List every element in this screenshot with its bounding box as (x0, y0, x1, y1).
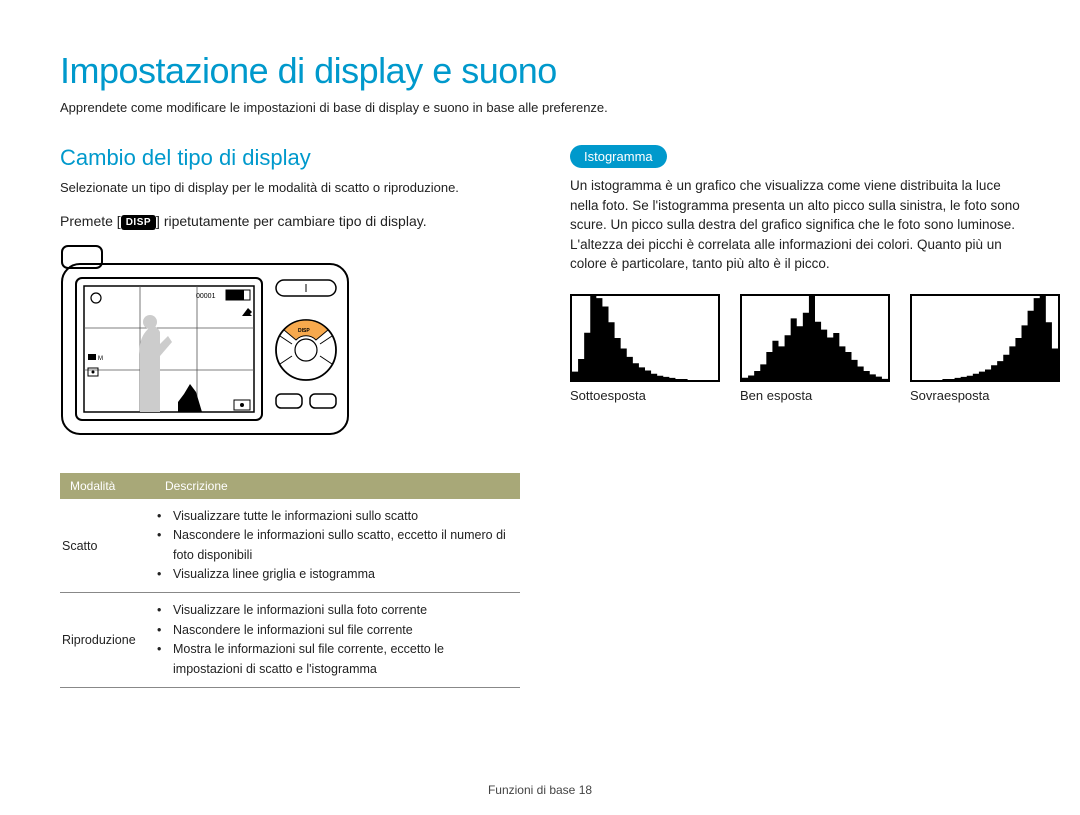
svg-text:M: M (98, 356, 103, 362)
footer-label: Funzioni di base (488, 783, 575, 797)
histogram-chart (910, 294, 1060, 382)
histogram-label: Sottoesposta (570, 388, 720, 403)
histogram-label: Ben esposta (740, 388, 890, 403)
histogram-item-underexposed: Sottoesposta (570, 294, 720, 403)
menu-button (276, 394, 302, 408)
mode-cell: Scatto (60, 499, 155, 593)
table-row: Riproduzione Visualizzare le informazion… (60, 593, 520, 688)
display-mode-table: Modalità Descrizione Scatto Visualizzare… (60, 473, 520, 688)
list-item: Nascondere le informazioni sullo scatto,… (169, 526, 514, 565)
list-item: Nascondere le informazioni sul file corr… (169, 621, 514, 640)
desc-cell: Visualizzare le informazioni sulla foto … (155, 593, 520, 687)
instruction-post: ] ripetutamente per cambiare tipo di dis… (156, 213, 427, 229)
histogram-item-overexposed: Sovraesposta (910, 294, 1060, 403)
instruction-pre: Premete [ (60, 213, 121, 229)
footer-page-number: 18 (579, 783, 592, 797)
histogram-label: Sovraesposta (910, 388, 1060, 403)
camera-diagram: 00001 M DISP (60, 244, 350, 444)
list-item: Visualizza linee griglia e istogramma (169, 565, 514, 584)
th-mode: Modalità (60, 473, 155, 499)
desc-cell: Visualizzare tutte le informazioni sullo… (155, 499, 520, 593)
table-header: Modalità Descrizione (60, 473, 520, 499)
histogram-row: Sottoesposta Ben esposta Sovraesposta (570, 294, 1030, 403)
lcd-counter: 00001 (196, 293, 216, 300)
left-column: Cambio del tipo di display Selezionate u… (60, 145, 520, 688)
page-intro: Apprendete come modificare le impostazio… (60, 100, 1020, 115)
histogram-chart (740, 294, 890, 382)
d-pad-center (295, 339, 317, 361)
histogram-badge: Istogramma (570, 145, 667, 168)
histogram-description: Un istogramma è un grafico che visualizz… (570, 176, 1030, 274)
page-footer: Funzioni di base 18 (0, 783, 1080, 797)
section-heading-display-type: Cambio del tipo di display (60, 145, 520, 171)
table-row: Scatto Visualizzare tutte le informazion… (60, 499, 520, 594)
disp-label-icon: DISP (298, 328, 310, 334)
fn-button (310, 394, 336, 408)
disp-badge-icon: DISP (121, 215, 156, 230)
instruction-line: Premete [DISP] ripetutamente per cambiar… (60, 213, 520, 230)
mode-cell: Riproduzione (60, 593, 155, 687)
right-column: Istogramma Un istogramma è un grafico ch… (570, 145, 1030, 688)
section-subtext: Selezionate un tipo di display per le mo… (60, 179, 520, 197)
th-desc: Descrizione (155, 473, 520, 499)
histogram-chart (570, 294, 720, 382)
quality-icon (88, 354, 96, 360)
histogram-item-wellexposed: Ben esposta (740, 294, 890, 403)
list-item: Mostra le informazioni sul file corrente… (169, 640, 514, 679)
page-title: Impostazione di display e suono (60, 50, 1020, 92)
list-item: Visualizzare le informazioni sulla foto … (169, 601, 514, 620)
content-columns: Cambio del tipo di display Selezionate u… (60, 145, 1020, 688)
list-item: Visualizzare tutte le informazioni sullo… (169, 507, 514, 526)
